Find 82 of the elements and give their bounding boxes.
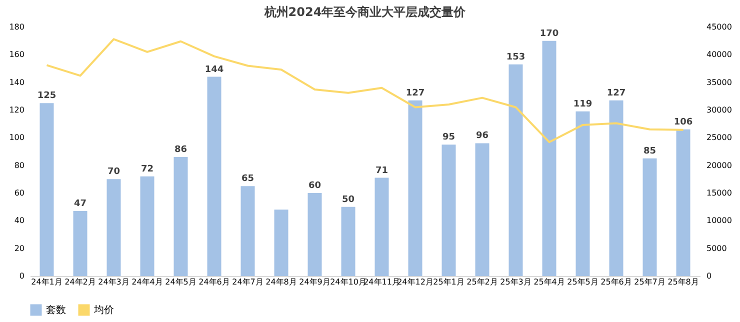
data-label: 125 bbox=[37, 91, 56, 102]
data-label: 47 bbox=[74, 198, 87, 209]
bar bbox=[609, 100, 624, 276]
y-tick-label: 20 bbox=[14, 244, 24, 253]
bar bbox=[106, 179, 121, 276]
x-tick-label: 24年5月 bbox=[165, 278, 196, 286]
bar bbox=[40, 103, 54, 276]
data-label: 127 bbox=[406, 88, 425, 98]
bar bbox=[442, 144, 456, 276]
data-label: 127 bbox=[606, 88, 626, 98]
bar bbox=[341, 206, 356, 276]
y2-tick-label: 45000 bbox=[706, 22, 732, 32]
data-label: 170 bbox=[540, 28, 559, 39]
y2-tick-label: 20000 bbox=[706, 160, 732, 170]
bar bbox=[274, 210, 288, 276]
bar bbox=[542, 40, 556, 276]
bar bbox=[576, 111, 590, 276]
bar bbox=[374, 178, 389, 276]
data-label: 106 bbox=[674, 117, 693, 128]
x-tick-label: 25年3月 bbox=[500, 278, 532, 286]
data-label: 96 bbox=[476, 131, 489, 142]
x-tick-label: 24年1月 bbox=[31, 278, 62, 286]
y-tick-label: 140 bbox=[9, 78, 24, 87]
bar bbox=[642, 158, 657, 276]
x-tick-label: 25年7月 bbox=[634, 278, 666, 286]
y2-tick-label: 30000 bbox=[706, 106, 732, 114]
legend-label: 均价 bbox=[93, 304, 114, 316]
data-label: 70 bbox=[107, 167, 120, 178]
y-tick-label: 160 bbox=[9, 50, 24, 60]
data-label: 65 bbox=[241, 174, 254, 184]
chart-title: 杭州2024年至今商业大平层成交量价 bbox=[263, 5, 467, 19]
data-label: 95 bbox=[442, 132, 456, 143]
x-tick-label: 24年10月 bbox=[330, 278, 366, 286]
y2-tick-label: 0 bbox=[706, 272, 712, 280]
x-tick-label: 25年4月 bbox=[534, 278, 565, 286]
bar bbox=[207, 76, 222, 276]
y2-tick-label: 40000 bbox=[706, 50, 732, 60]
x-tick-label: 25年6月 bbox=[600, 278, 632, 286]
y-tick-label: 60 bbox=[14, 188, 24, 198]
x-tick-label: 24年2月 bbox=[64, 278, 96, 286]
y-tick-label: 180 bbox=[9, 22, 24, 32]
y-tick-label: 80 bbox=[14, 160, 24, 170]
bar bbox=[475, 143, 490, 276]
y2-tick-label: 35000 bbox=[706, 78, 732, 87]
x-tick-label: 24年9月 bbox=[299, 278, 330, 286]
y2-tick-label: 5000 bbox=[706, 244, 727, 253]
data-label: 119 bbox=[573, 99, 592, 110]
x-tick-label: 24年11月 bbox=[364, 278, 400, 286]
data-label: 60 bbox=[308, 181, 322, 191]
bar bbox=[408, 100, 422, 276]
x-tick-label: 24年12月 bbox=[397, 278, 434, 286]
y2-tick-label: 25000 bbox=[706, 133, 732, 142]
data-label: 86 bbox=[174, 145, 188, 156]
x-tick-label: 24年6月 bbox=[198, 278, 230, 286]
bar bbox=[73, 210, 88, 276]
x-tick-label: 25年5月 bbox=[567, 278, 598, 286]
x-tick-label: 25年8月 bbox=[668, 278, 699, 286]
data-label: 153 bbox=[506, 52, 526, 62]
x-tick-label: 24年7月 bbox=[232, 278, 264, 286]
data-label: 71 bbox=[375, 166, 388, 176]
x-tick-label: 25年1月 bbox=[433, 278, 464, 286]
bar bbox=[140, 176, 154, 276]
bar bbox=[240, 186, 255, 276]
y-tick-label: 0 bbox=[19, 272, 24, 280]
bar bbox=[174, 157, 188, 276]
y-tick-label: 40 bbox=[14, 216, 24, 226]
y-tick-label: 100 bbox=[9, 133, 24, 142]
y2-tick-label: 10000 bbox=[706, 216, 732, 226]
data-label: 144 bbox=[204, 64, 224, 75]
data-label: 85 bbox=[643, 146, 656, 156]
bar bbox=[676, 129, 690, 276]
y2-tick-label: 15000 bbox=[706, 188, 732, 198]
bar bbox=[508, 64, 523, 276]
x-tick-label: 24年4月 bbox=[132, 278, 163, 286]
data-label: 50 bbox=[342, 194, 355, 205]
x-tick-label: 24年8月 bbox=[266, 278, 297, 286]
legend-label: 套数 bbox=[46, 304, 66, 316]
x-tick-label: 25年2月 bbox=[466, 278, 498, 286]
x-tick-label: 24年3月 bbox=[98, 278, 130, 286]
data-label: 72 bbox=[140, 164, 154, 174]
bar bbox=[308, 193, 322, 276]
y-tick-label: 120 bbox=[9, 106, 24, 114]
